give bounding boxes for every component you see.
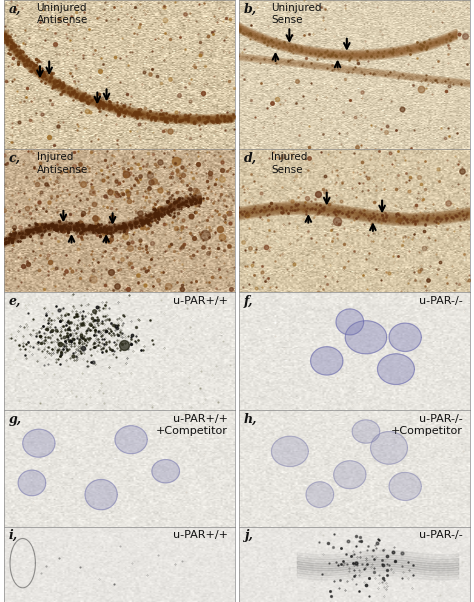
Polygon shape [389,323,421,352]
Text: i,: i, [9,529,18,542]
Text: f,: f, [244,295,253,308]
Polygon shape [334,461,366,489]
Text: u-PAR+/+: u-PAR+/+ [173,296,228,306]
Polygon shape [272,436,308,467]
Polygon shape [352,420,380,443]
Polygon shape [306,482,334,507]
Polygon shape [23,429,55,457]
Polygon shape [371,432,408,464]
Polygon shape [345,321,387,354]
Polygon shape [310,347,343,375]
Text: u-PAR-/-
+Competitor: u-PAR-/- +Competitor [391,414,463,436]
Text: c,: c, [9,152,21,165]
Polygon shape [389,473,421,500]
Text: u-PAR+/+
+Competitor: u-PAR+/+ +Competitor [156,414,228,436]
Text: e,: e, [9,295,21,308]
Text: u-PAR+/+: u-PAR+/+ [173,530,228,539]
Text: j,: j, [244,529,253,542]
Polygon shape [377,354,414,385]
Text: Uninjured
Sense: Uninjured Sense [272,3,322,25]
Text: u-PAR-/-: u-PAR-/- [419,296,463,306]
Text: d,: d, [244,152,257,165]
Text: b,: b, [244,3,257,16]
Polygon shape [115,426,147,454]
Polygon shape [336,309,364,335]
Polygon shape [85,479,117,510]
Text: Uninjured
Antisense: Uninjured Antisense [36,3,88,25]
Polygon shape [152,459,180,483]
Text: Injured
Sense: Injured Sense [272,152,308,175]
Polygon shape [18,470,46,496]
Text: u-PAR-/-: u-PAR-/- [419,530,463,539]
Text: a,: a, [9,3,21,16]
Text: g,: g, [9,413,22,426]
Text: Injured
Antisense: Injured Antisense [36,152,88,175]
Text: h,: h, [244,413,257,426]
